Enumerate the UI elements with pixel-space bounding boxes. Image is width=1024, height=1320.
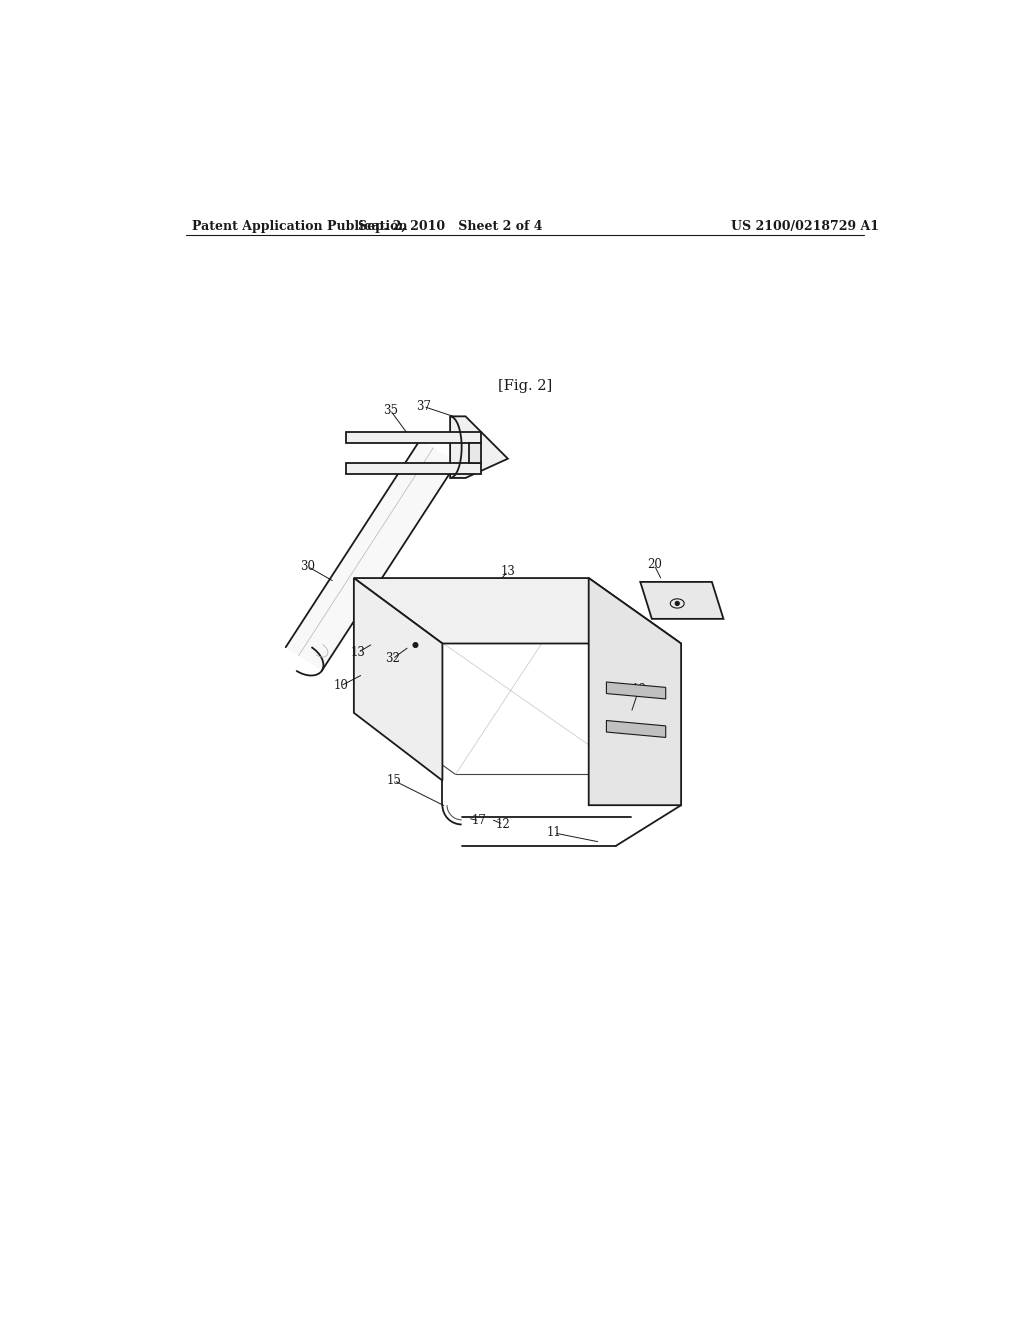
Polygon shape bbox=[606, 682, 666, 700]
Text: 12: 12 bbox=[496, 818, 511, 832]
Polygon shape bbox=[286, 440, 457, 671]
Polygon shape bbox=[354, 578, 681, 644]
Text: Sep. 2, 2010   Sheet 2 of 4: Sep. 2, 2010 Sheet 2 of 4 bbox=[357, 219, 543, 232]
Text: 32: 32 bbox=[385, 652, 399, 665]
Text: Patent Application Publication: Patent Application Publication bbox=[193, 219, 408, 232]
Circle shape bbox=[413, 643, 418, 647]
Text: 19: 19 bbox=[632, 684, 646, 696]
Polygon shape bbox=[346, 462, 481, 474]
Text: 13: 13 bbox=[350, 647, 366, 659]
Text: 10: 10 bbox=[334, 680, 348, 693]
Text: [Fig. 2]: [Fig. 2] bbox=[498, 379, 552, 392]
Polygon shape bbox=[589, 578, 681, 805]
Text: 17: 17 bbox=[472, 814, 486, 828]
Polygon shape bbox=[606, 721, 666, 738]
Text: 20: 20 bbox=[647, 558, 662, 572]
Polygon shape bbox=[451, 416, 508, 478]
Text: 15: 15 bbox=[386, 774, 401, 787]
Text: 35: 35 bbox=[383, 404, 398, 417]
Polygon shape bbox=[469, 444, 481, 462]
Text: 37: 37 bbox=[416, 400, 431, 413]
Text: 13: 13 bbox=[501, 565, 515, 578]
Circle shape bbox=[676, 602, 679, 606]
Polygon shape bbox=[346, 432, 481, 444]
Polygon shape bbox=[354, 578, 442, 780]
Polygon shape bbox=[640, 582, 724, 619]
Text: US 2100/0218729 A1: US 2100/0218729 A1 bbox=[731, 219, 880, 232]
Text: 11: 11 bbox=[547, 826, 561, 840]
Text: 30: 30 bbox=[300, 560, 315, 573]
